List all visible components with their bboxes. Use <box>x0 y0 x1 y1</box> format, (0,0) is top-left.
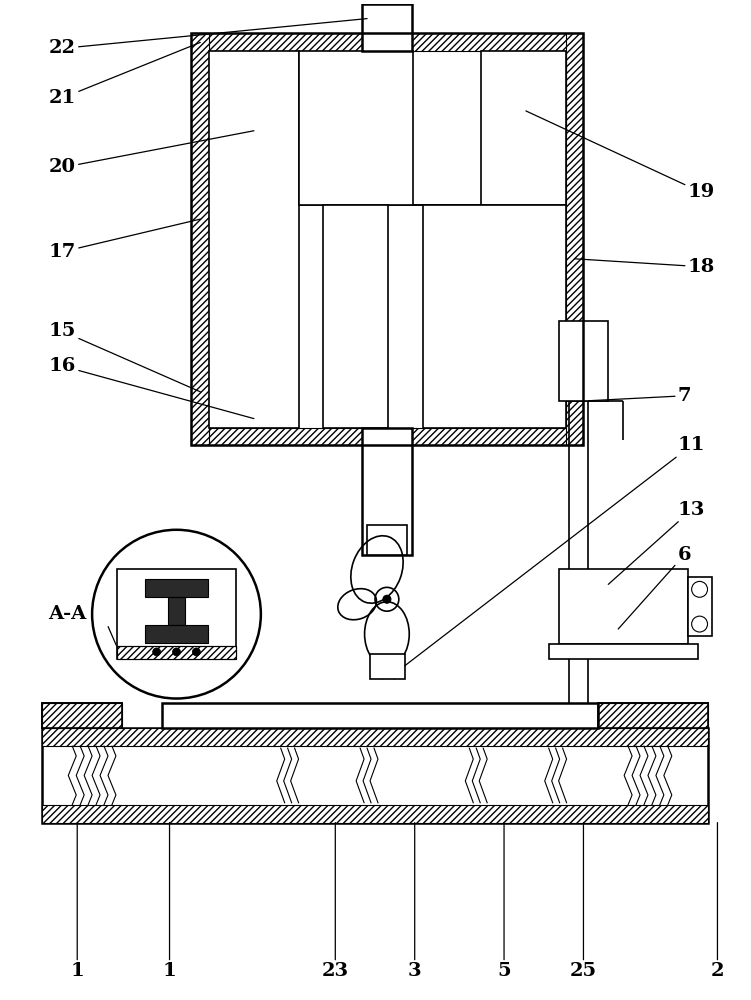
Text: 23: 23 <box>321 823 349 980</box>
Text: 15: 15 <box>49 322 201 392</box>
Text: 1: 1 <box>71 823 84 980</box>
Bar <box>324 205 388 428</box>
Text: 25: 25 <box>570 823 597 980</box>
Bar <box>423 205 566 428</box>
Text: 7: 7 <box>589 387 691 405</box>
Text: 5: 5 <box>497 823 511 980</box>
Text: 17: 17 <box>49 219 201 261</box>
Bar <box>481 51 566 205</box>
Bar <box>167 597 185 625</box>
Text: 22: 22 <box>49 19 367 57</box>
Text: 1: 1 <box>163 823 176 980</box>
Bar <box>192 33 584 51</box>
Text: 3: 3 <box>408 823 421 980</box>
Bar <box>370 654 405 679</box>
Text: 18: 18 <box>575 258 715 276</box>
Circle shape <box>192 648 201 656</box>
Bar <box>117 646 236 659</box>
Text: 11: 11 <box>405 436 705 666</box>
Bar <box>43 805 707 823</box>
Text: A-A: A-A <box>48 605 86 623</box>
Bar <box>299 51 413 205</box>
Bar <box>599 703 707 728</box>
Circle shape <box>173 648 180 656</box>
Bar <box>210 51 299 428</box>
Text: 6: 6 <box>618 546 692 629</box>
Bar <box>43 728 707 746</box>
Bar <box>145 579 208 597</box>
Bar <box>362 428 412 555</box>
Bar <box>43 728 707 823</box>
Bar <box>192 428 584 445</box>
Bar <box>688 577 713 636</box>
Circle shape <box>92 530 261 699</box>
Text: 2: 2 <box>710 823 724 980</box>
Bar <box>367 525 407 555</box>
Circle shape <box>152 648 161 656</box>
Bar <box>362 4 412 51</box>
Bar <box>549 644 698 659</box>
Text: 19: 19 <box>526 111 715 201</box>
Text: 20: 20 <box>49 131 254 176</box>
Bar <box>599 703 707 728</box>
Bar <box>43 703 122 728</box>
Bar <box>192 33 584 445</box>
Bar <box>559 321 608 401</box>
Bar <box>117 646 236 659</box>
Bar <box>117 569 236 659</box>
Bar <box>599 703 707 728</box>
Circle shape <box>383 595 391 603</box>
Bar <box>559 569 688 644</box>
Bar <box>192 33 210 445</box>
Text: 13: 13 <box>608 501 705 584</box>
Bar <box>161 703 599 728</box>
Bar <box>43 703 122 728</box>
Bar <box>43 703 122 728</box>
Text: 16: 16 <box>49 357 254 419</box>
Text: 21: 21 <box>49 42 201 107</box>
Bar <box>547 51 566 136</box>
Bar <box>145 625 208 643</box>
Bar <box>566 33 584 445</box>
